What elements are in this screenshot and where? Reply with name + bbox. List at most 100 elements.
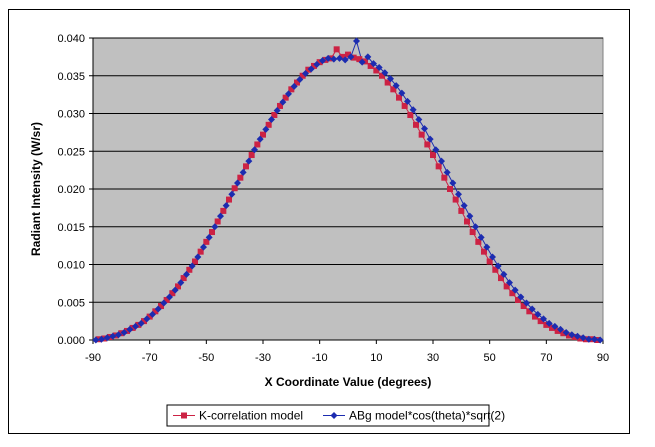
y-tick-label: 0.025 — [57, 146, 85, 158]
data-point-abg-model — [222, 202, 230, 210]
data-point-abg-model — [109, 332, 117, 340]
data-point-k-correlation — [339, 53, 346, 60]
data-point-abg-model — [279, 98, 287, 106]
data-point-abg-model — [217, 212, 224, 220]
gridlines — [89, 37, 603, 341]
data-point-abg-model — [460, 202, 468, 210]
x-tick-label: -50 — [198, 352, 214, 364]
data-point-abg-model — [455, 190, 462, 198]
data-point-abg-model — [166, 293, 173, 301]
data-point-k-correlation — [277, 102, 283, 109]
data-point-k-correlation — [282, 94, 289, 101]
data-point-abg-model — [256, 135, 264, 143]
y-tick-label: 0.000 — [57, 335, 85, 347]
data-point-k-correlation — [311, 62, 317, 69]
data-point-k-correlation — [458, 207, 465, 214]
data-point-abg-model — [551, 322, 559, 330]
data-point-k-correlation — [169, 290, 176, 297]
data-point-k-correlation — [469, 229, 476, 236]
x-tick-labels: -90 -70 -50 -30 -10 10 30 50 70 90 — [85, 352, 609, 364]
data-point-k-correlation — [146, 313, 153, 320]
legend-marker-diamond — [330, 412, 338, 419]
data-point-k-correlation — [271, 112, 278, 119]
data-point-abg-model — [239, 168, 247, 176]
data-point-abg-model — [285, 90, 292, 98]
data-point-k-correlation — [305, 66, 312, 73]
data-point-k-correlation — [447, 186, 453, 192]
data-point-k-correlation — [220, 207, 227, 214]
data-point-abg-model — [534, 310, 542, 318]
data-point-abg-model — [120, 328, 128, 336]
data-point-abg-model — [545, 319, 553, 327]
data-point-abg-model — [596, 336, 604, 344]
data-point-k-correlation — [248, 152, 255, 159]
data-point-abg-model — [194, 253, 202, 261]
data-point-k-correlation — [333, 46, 340, 53]
data-point-abg-model — [307, 65, 315, 73]
data-point-abg-model — [137, 319, 145, 327]
data-point-abg-model — [313, 60, 321, 68]
data-point-abg-model — [245, 157, 253, 165]
x-tick-label: -90 — [85, 352, 101, 364]
y-tick-label: 0.040 — [57, 33, 85, 45]
data-point-k-correlation — [577, 335, 584, 342]
data-point-abg-model — [183, 270, 190, 278]
data-point-k-correlation — [124, 327, 130, 334]
data-point-k-correlation — [197, 248, 204, 255]
data-point-abg-model — [432, 146, 440, 154]
data-point-k-correlation — [537, 318, 544, 325]
y-tick-label: 0.010 — [57, 260, 85, 272]
data-point-abg-model — [290, 82, 298, 90]
data-point-k-correlation — [214, 218, 221, 225]
data-point-abg-model — [562, 328, 570, 336]
data-point-abg-model — [511, 286, 519, 294]
data-point-k-correlation — [441, 174, 448, 181]
data-point-abg-model — [149, 310, 156, 318]
data-point-abg-model — [126, 325, 134, 333]
data-point-abg-model — [319, 57, 326, 65]
y-tick-label: 0.005 — [57, 297, 85, 309]
y-tick-label: 0.020 — [57, 184, 85, 196]
data-point-k-correlation — [243, 163, 249, 170]
series-markers — [92, 37, 604, 344]
data-point-abg-model — [540, 315, 547, 323]
data-point-abg-model — [398, 89, 406, 97]
data-point-abg-model — [341, 56, 349, 64]
data-point-abg-model — [115, 331, 122, 339]
data-point-abg-model — [466, 212, 474, 220]
data-point-abg-model — [98, 335, 105, 343]
data-point-k-correlation — [316, 59, 323, 66]
data-point-k-correlation — [129, 324, 136, 331]
data-point-abg-model — [251, 146, 258, 154]
data-point-abg-model — [528, 305, 536, 313]
data-point-k-correlation — [435, 163, 442, 170]
data-point-abg-model — [200, 243, 207, 251]
data-point-abg-model — [404, 97, 411, 105]
data-point-k-correlation — [356, 56, 363, 63]
data-point-k-correlation — [413, 121, 419, 128]
data-point-abg-model — [132, 322, 139, 330]
data-point-k-correlation — [118, 330, 125, 337]
data-point-k-correlation — [141, 318, 147, 325]
data-point-k-correlation — [322, 56, 329, 63]
data-point-k-correlation — [101, 335, 108, 342]
data-point-abg-model — [228, 190, 236, 198]
data-point-abg-model — [177, 279, 185, 287]
x-tick-label: 10 — [370, 352, 382, 364]
data-point-abg-model — [296, 76, 304, 84]
data-point-k-correlation — [158, 303, 164, 310]
data-point-abg-model — [579, 334, 587, 342]
data-point-abg-model — [387, 75, 394, 83]
data-point-k-correlation — [112, 332, 119, 339]
x-tick-label: 90 — [597, 352, 609, 364]
data-point-k-correlation — [186, 266, 193, 273]
data-point-abg-model — [500, 270, 508, 278]
data-point-abg-model — [591, 335, 598, 343]
data-point-k-correlation — [520, 303, 527, 310]
data-point-abg-model — [421, 125, 428, 133]
data-point-k-correlation — [203, 238, 210, 245]
data-point-abg-model — [443, 168, 451, 176]
data-point-k-correlation — [362, 58, 368, 65]
data-point-abg-model — [364, 53, 372, 61]
